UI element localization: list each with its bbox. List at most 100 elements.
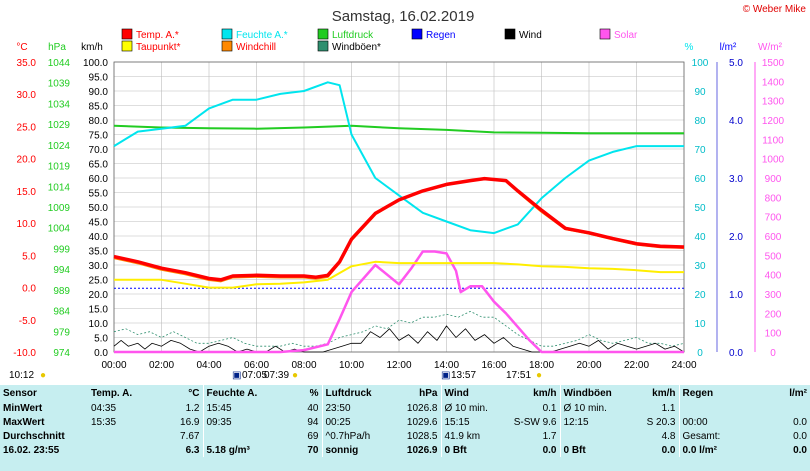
chart-grid: [113, 61, 685, 353]
legend-swatch-gust: [317, 40, 329, 52]
tick-label-temp: 30.0: [17, 90, 37, 101]
tick-label-wind: 60.0: [89, 174, 109, 185]
table-cell: 1026.9: [406, 444, 438, 456]
table-cell: 70: [307, 444, 319, 456]
tick-label-pressure: 1039: [48, 79, 71, 90]
tick-label-humidity: 0: [697, 348, 703, 359]
table-cell: [88, 443, 146, 457]
x-tick-label: 10:00: [339, 360, 364, 371]
legend-swatch-wind: [504, 28, 516, 40]
tick-label-temp: -10.0: [13, 348, 36, 359]
noon-icon: ▣: [441, 370, 451, 381]
sunset-time: 17:51: [506, 370, 532, 381]
noon-sun-icon: ●: [292, 370, 299, 381]
header-rain-unit: l/m²: [789, 387, 807, 399]
tick-label-wind: 40.0: [89, 232, 109, 243]
tick-label-pressure: 1019: [48, 162, 71, 173]
tick-label-temp: 10.0: [17, 219, 37, 230]
tick-label-solar: 1300: [762, 97, 785, 108]
table-cell: 1026.8: [406, 402, 438, 414]
legend-swatch-solar: [599, 28, 611, 40]
row-label: Durchschnitt: [3, 430, 65, 442]
tick-label-wind: 5.0: [94, 334, 108, 345]
table-cell: 16.9: [180, 416, 200, 428]
header-sensor: Sensor: [3, 387, 37, 399]
header-wind: Wind: [440, 385, 503, 401]
axis-units: °C hPa km/h% l/m² W/m²: [16, 42, 782, 53]
legend-label-gust: Windböen*: [332, 42, 381, 53]
x-tick-label: 06:00: [244, 360, 269, 371]
tick-label-pressure: 999: [53, 244, 70, 255]
tick-label-wind: 30.0: [89, 261, 109, 272]
noon-time: 13:57: [451, 370, 477, 381]
tick-label-temp: 5.0: [22, 251, 36, 262]
tick-label-wind: 75.0: [89, 131, 109, 142]
tick-label-pressure: 989: [53, 286, 70, 297]
tick-label-rain: 1.0: [729, 290, 743, 301]
tick-label-rain: 4.0: [729, 116, 743, 127]
tick-label-solar: 100: [765, 329, 782, 340]
legend-label-dewpoint: Taupunkt*: [136, 42, 181, 53]
tick-label-solar: 500: [765, 251, 782, 262]
tick-label-wind: 10.0: [89, 319, 109, 330]
header-pressure-unit: hPa: [419, 387, 438, 399]
table-row: MinWert 04:35 1.2 15:45 40 23:50 1026.8 Ø 10 mi…: [0, 401, 810, 415]
sun-icon: ●: [40, 370, 47, 381]
series-line-tempa: [113, 176, 685, 282]
x-tick-label: 16:00: [481, 360, 506, 371]
tick-label-wind: 100.0: [83, 58, 108, 69]
legend-label-pressure: Luftdruck: [332, 30, 374, 41]
table-cell: 23:50: [321, 401, 384, 415]
tick-label-rain: 0.0: [729, 348, 743, 359]
tick-label-wind: 20.0: [89, 290, 109, 301]
x-tick-label: 22:00: [624, 360, 649, 371]
legend-swatch-temp: [121, 28, 133, 40]
tick-label-temp: -5.0: [19, 316, 37, 327]
tick-label-rain: 3.0: [729, 174, 743, 185]
tick-label-wind: 55.0: [89, 189, 109, 200]
tick-label-wind: 70.0: [89, 145, 109, 156]
plot-frame: [113, 61, 685, 353]
table-cell: 5.18 g/m³: [202, 443, 265, 457]
legend-swatch-dewpoint: [121, 40, 133, 52]
tick-label-humidity: 90: [694, 87, 706, 98]
tick-label-humidity: 100: [692, 58, 709, 69]
table-cell: 1029.6: [406, 416, 438, 428]
tick-label-solar: 900: [765, 174, 782, 185]
tick-label-pressure: 1014: [48, 182, 71, 193]
tick-label-temp: 0.0: [22, 284, 36, 295]
row-label: MinWert: [3, 402, 43, 414]
table-cell: 1.7: [542, 430, 557, 442]
table-cell: [678, 401, 747, 415]
table-cell: 0.1: [542, 402, 557, 414]
unit-humidity: %: [685, 42, 694, 53]
table-row: MaxWert 15:35 16.9 09:35 94 00:25 1029.6 15:15 S…: [0, 415, 810, 429]
weather-chart: Samstag, 16.02.2019 © Weber Mike Temp. A…: [13, 4, 806, 371]
table-cell: 1.1: [661, 402, 676, 414]
table-cell: 1.2: [185, 402, 200, 414]
dawn-time: 07:39: [264, 370, 290, 381]
chart-title: Samstag, 16.02.2019: [332, 8, 475, 25]
table-cell: S 20.3: [646, 416, 676, 428]
table-cell: 0.0 l/m²: [678, 443, 747, 457]
table-cell: 6.3: [185, 444, 200, 456]
tick-label-rain: 2.0: [729, 232, 743, 243]
x-tick-label: 08:00: [291, 360, 316, 371]
table-cell: 00:00: [678, 415, 747, 429]
chart-axes: 35.0 30.0 25.0 20.0 15.0 10.0 5.0 0.0 -5.0 -10.0 1…: [13, 58, 784, 371]
table-cell: 7.67: [180, 430, 200, 442]
tick-label-pressure: 1009: [48, 203, 71, 214]
sunrise-icon: ▣: [232, 370, 242, 381]
stats-table: Sensor Temp. A. °C Feuchte A. % Luftdruc…: [0, 385, 810, 471]
table-cell: 00:25: [321, 415, 384, 429]
chart-series: [113, 81, 685, 354]
table-cell: 15:45: [202, 401, 265, 415]
legend-swatch-rain: [411, 28, 423, 40]
table-cell: 1028.5: [406, 430, 438, 442]
tick-label-humidity: 60: [694, 174, 706, 185]
table-cell: 15:15: [440, 415, 503, 429]
tick-label-pressure: 994: [53, 265, 70, 276]
table-row: 16.02. 23:55 6.3 5.18 g/m³ 70 sonnig 1026.9 0 …: [0, 443, 810, 457]
x-tick-label: 18:00: [529, 360, 554, 371]
header-gust: Windböen: [559, 385, 622, 401]
